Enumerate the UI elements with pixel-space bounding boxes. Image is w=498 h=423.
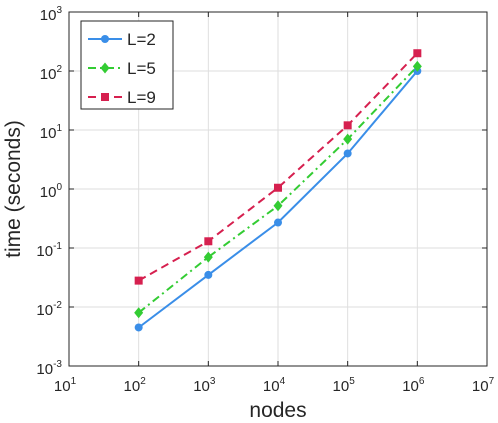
legend-marker (100, 62, 110, 74)
data-point (134, 323, 143, 332)
y-tick-label: 10-2 (36, 300, 62, 319)
x-tick-label: 101 (54, 376, 77, 395)
y-tick-label: 103 (40, 5, 63, 24)
y-axis-title: time (seconds) (2, 120, 25, 258)
data-point (204, 237, 213, 246)
series-l-5 (134, 60, 422, 319)
series-group (134, 49, 422, 332)
legend-box (80, 20, 174, 110)
data-point (343, 121, 352, 130)
legend-label: L=2 (127, 30, 156, 49)
y-tick-label: 10-1 (36, 241, 62, 260)
x-tick-label: 104 (263, 376, 286, 395)
x-tick-label: 107 (472, 376, 495, 395)
data-point (412, 60, 422, 72)
y-tick-label: 102 (40, 64, 63, 83)
data-point (274, 183, 282, 192)
y-tick-label: 10-3 (36, 359, 62, 378)
y-tick-label: 101 (40, 123, 63, 142)
legend-label: L=9 (127, 88, 156, 107)
data-point (134, 307, 144, 319)
data-point (204, 270, 213, 279)
x-tick-label: 103 (193, 376, 216, 395)
data-point (343, 133, 353, 145)
legend: L=2 L=5 L=9 (80, 20, 174, 110)
data-point (413, 49, 422, 58)
y-tick-label: 100 (40, 182, 63, 201)
series-line (138, 52, 419, 282)
x-tick-label: 106 (402, 376, 425, 395)
data-point (203, 251, 213, 263)
data-point (343, 149, 352, 158)
data-point (274, 218, 282, 227)
x-tick-label: 105 (333, 376, 356, 395)
x-axis-title: nodes (249, 399, 306, 422)
ticks: 101 102 103 104 105 106 107 10-3 10-2 10-1 100 101 1… (36, 5, 494, 395)
legend-marker (101, 35, 109, 43)
legend-marker (101, 93, 109, 101)
legend-label: L=5 (127, 59, 156, 78)
data-point (134, 276, 143, 285)
data-point (273, 200, 283, 212)
x-tick-label: 102 (124, 376, 147, 395)
series-l-9 (134, 49, 422, 285)
